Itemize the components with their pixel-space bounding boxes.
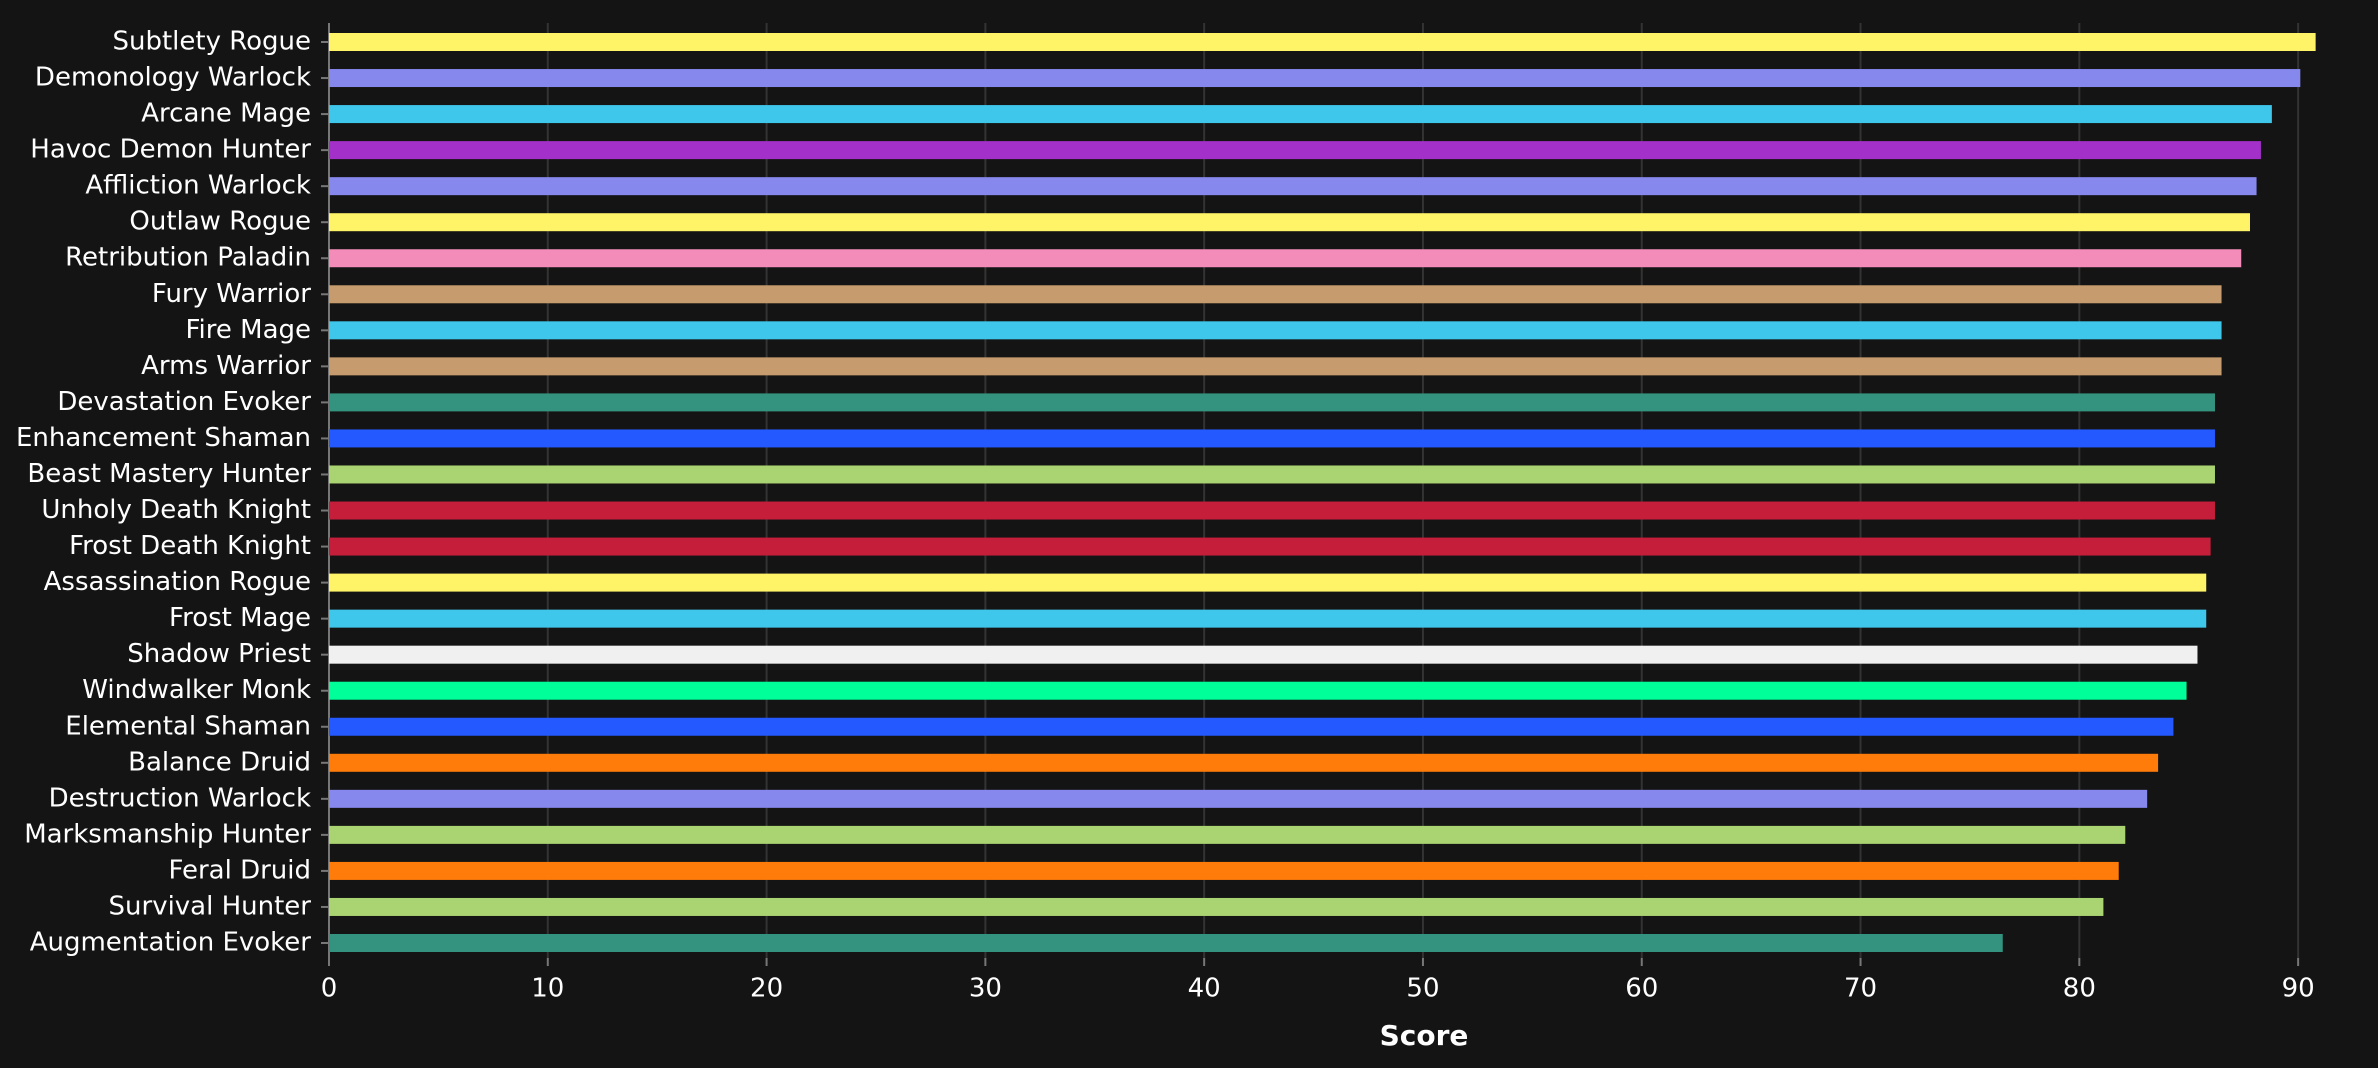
y-tick-label: Shadow Priest: [127, 639, 311, 669]
bar: [329, 105, 2272, 124]
y-tick-label: Subtlety Rogue: [112, 27, 311, 57]
bar: [329, 825, 2126, 844]
y-tick-label: Fury Warrior: [152, 279, 311, 309]
y-tick-label: Windwalker Monk: [82, 675, 311, 705]
y-tick-label: Unholy Death Knight: [41, 495, 311, 525]
y-tick-label: Feral Druid: [168, 855, 311, 885]
bar: [329, 141, 2261, 160]
x-tick-label: 90: [2282, 974, 2315, 1004]
bar: [329, 465, 2215, 484]
bar: [329, 681, 2187, 700]
y-tick-label: Elemental Shaman: [65, 711, 311, 741]
x-axis-title: Score: [1380, 1019, 1469, 1052]
bar: [329, 537, 2211, 556]
y-tick-label: Augmentation Evoker: [30, 928, 312, 958]
y-tick-label: Demonology Warlock: [35, 63, 311, 93]
y-tick-label: Arms Warrior: [141, 351, 311, 381]
bar: [329, 33, 2316, 51]
y-tick-label: Destruction Warlock: [49, 783, 311, 813]
bar: [329, 861, 2119, 880]
y-tick-label: Devastation Evoker: [57, 387, 311, 417]
x-tick-label: 60: [1625, 974, 1658, 1004]
y-tick-label: Assassination Rogue: [44, 567, 311, 597]
y-tick-label: Outlaw Rogue: [129, 207, 311, 237]
x-tick-label: 50: [1406, 974, 1439, 1004]
y-tick-label: Frost Mage: [169, 603, 311, 633]
bar: [329, 789, 2148, 808]
x-tick-label: 10: [531, 974, 564, 1004]
bar: [329, 717, 2174, 736]
bar: [329, 573, 2207, 592]
y-tick-label: Arcane Mage: [141, 99, 311, 129]
bar: [329, 934, 2003, 952]
bar: [329, 321, 2222, 340]
y-tick-label: Frost Death Knight: [69, 531, 311, 561]
bar: [329, 177, 2257, 196]
y-tick-label: Marksmanship Hunter: [24, 819, 311, 849]
bar: [329, 753, 2159, 772]
bar: [329, 249, 2242, 268]
y-tick-label: Survival Hunter: [109, 891, 312, 921]
x-tick-label: 30: [969, 974, 1002, 1004]
x-tick-label: 20: [750, 974, 783, 1004]
x-tick-label: 70: [1844, 974, 1877, 1004]
x-tick-label: 80: [2063, 974, 2096, 1004]
bar: [329, 609, 2207, 628]
bar: [329, 69, 2301, 88]
y-tick-label: Fire Mage: [185, 315, 311, 345]
bar: [329, 213, 2250, 232]
bar: [329, 501, 2215, 520]
y-tick-label: Retribution Paladin: [65, 243, 311, 273]
bar: [329, 393, 2215, 412]
y-tick-label: Balance Druid: [128, 747, 311, 777]
y-tick-label: Havoc Demon Hunter: [30, 135, 311, 165]
x-tick-label: 0: [321, 974, 338, 1004]
bar: [329, 357, 2222, 376]
y-tick-label: Enhancement Shaman: [16, 423, 311, 453]
bar: [329, 429, 2215, 448]
bar: [329, 897, 2104, 916]
bar: [329, 645, 2198, 664]
bar: [329, 285, 2222, 304]
y-tick-label: Affliction Warlock: [85, 171, 311, 201]
x-tick-label: 40: [1188, 974, 1221, 1004]
y-tick-label: Beast Mastery Hunter: [27, 459, 311, 489]
